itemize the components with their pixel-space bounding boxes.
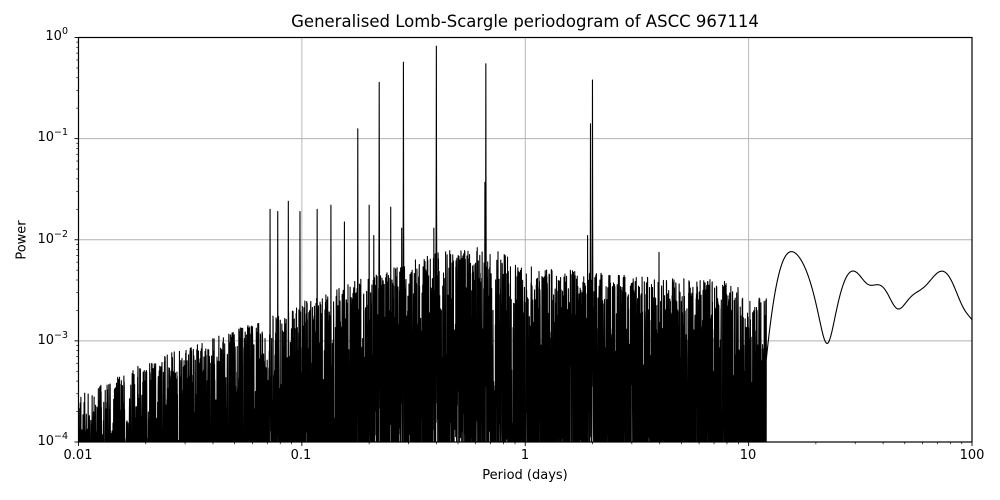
x-tick-label: 10 xyxy=(739,448,757,463)
x-axis-label: Period (days) xyxy=(482,468,568,483)
x-tick-label: 100 xyxy=(959,448,985,463)
y-tick-label: 10−3 xyxy=(37,330,68,349)
y-tick-label: 10−1 xyxy=(37,127,68,146)
periodogram-line xyxy=(78,45,972,442)
y-tick-label: 100 xyxy=(45,26,68,45)
x-tick-label: 0.1 xyxy=(290,448,312,463)
chart-title: Generalised Lomb-Scargle periodogram of … xyxy=(291,12,759,31)
y-tick-label: 10−2 xyxy=(37,229,68,248)
x-tick-label: 0.01 xyxy=(63,448,93,463)
y-axis-label: Power xyxy=(14,220,30,260)
plot-frame xyxy=(77,36,973,443)
x-tick-label: 1 xyxy=(520,448,530,463)
y-tick-label: 10−4 xyxy=(37,431,68,450)
